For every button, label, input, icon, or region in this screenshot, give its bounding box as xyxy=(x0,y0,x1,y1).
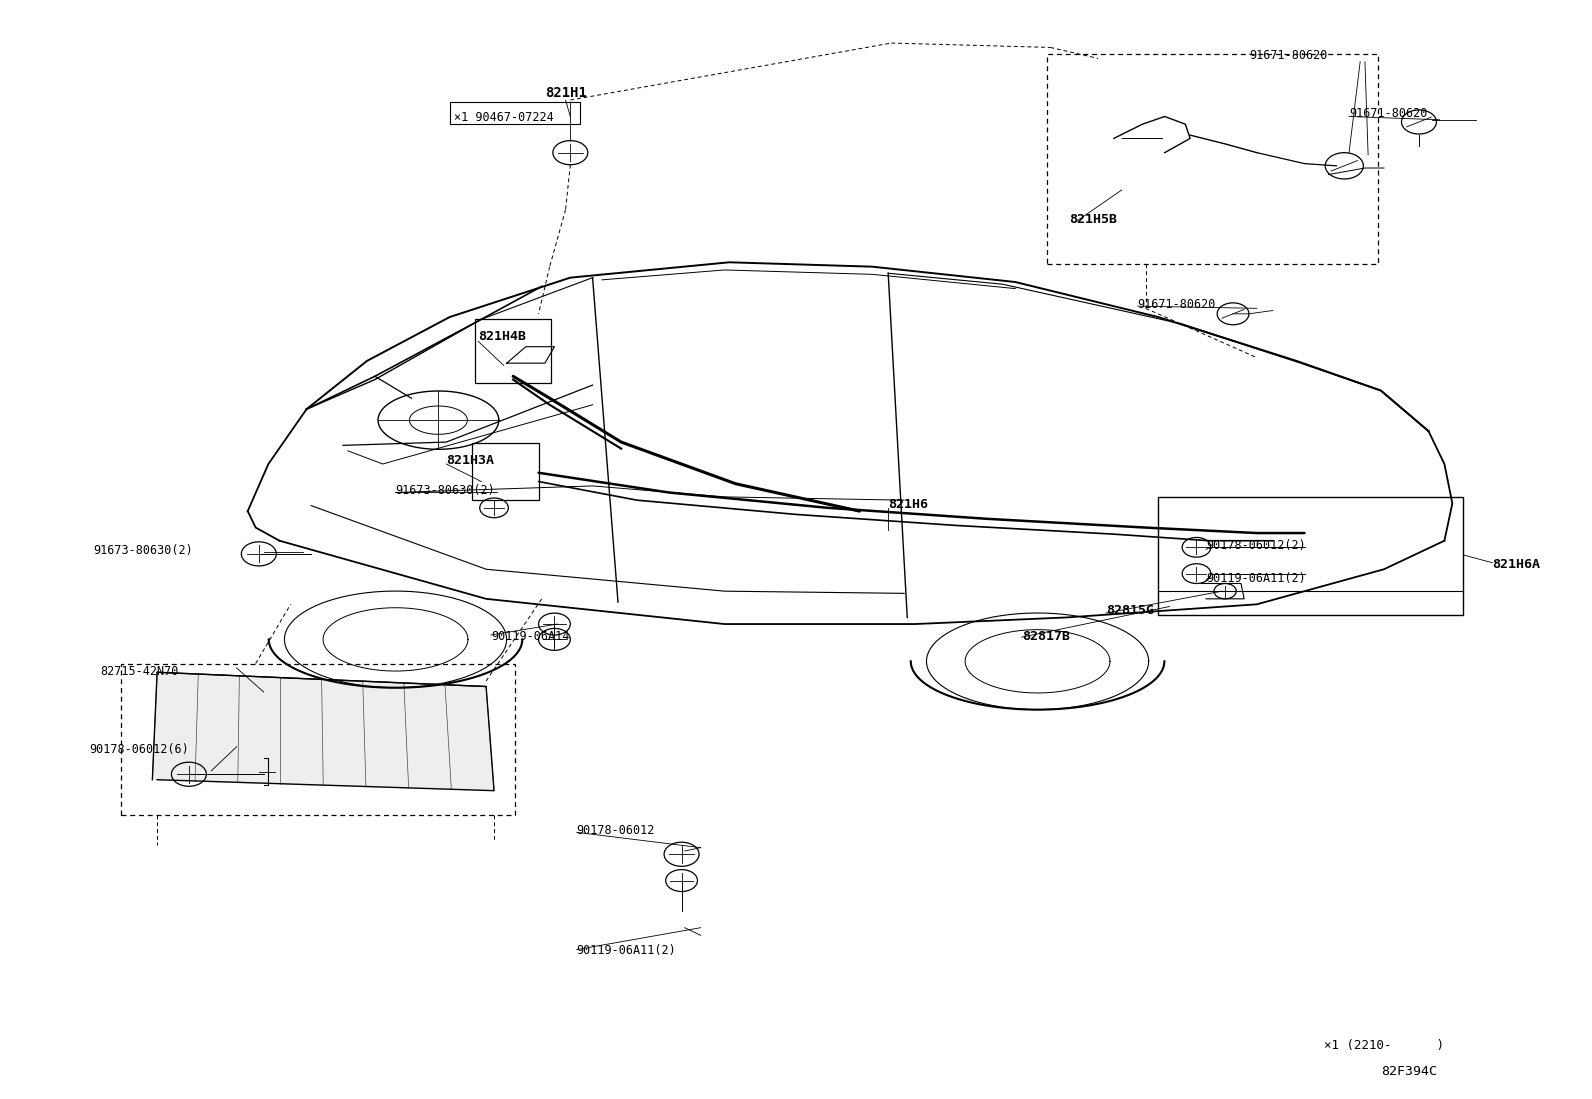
Text: 91673-80630(2): 91673-80630(2) xyxy=(395,484,495,497)
Text: 821H5B: 821H5B xyxy=(1070,213,1118,226)
Text: 91671-80620: 91671-80620 xyxy=(1250,48,1328,62)
Bar xyxy=(449,102,579,124)
Text: 90178-06012: 90178-06012 xyxy=(576,824,654,836)
Text: 90119-06A11(2): 90119-06A11(2) xyxy=(576,944,677,957)
Text: 82F394C: 82F394C xyxy=(1380,1065,1438,1078)
Text: 82815G: 82815G xyxy=(1106,604,1154,618)
Text: ×1 (2210-      ): ×1 (2210- ) xyxy=(1323,1039,1444,1052)
Bar xyxy=(474,320,551,382)
Text: 91673-80630(2): 91673-80630(2) xyxy=(94,544,193,557)
Bar xyxy=(121,664,514,814)
Text: 821H4B: 821H4B xyxy=(478,331,525,343)
Bar xyxy=(471,443,538,500)
Text: 90119-06A11(2): 90119-06A11(2) xyxy=(1207,571,1305,585)
Text: 90119-06A14: 90119-06A14 xyxy=(490,630,570,643)
Bar xyxy=(1048,54,1377,265)
Text: 821H3A: 821H3A xyxy=(446,454,495,467)
Bar xyxy=(1159,497,1463,615)
Text: 82715-42N70: 82715-42N70 xyxy=(100,665,178,678)
Text: 821H1: 821H1 xyxy=(544,86,586,100)
Text: 90178-06012(2): 90178-06012(2) xyxy=(1207,539,1305,552)
Text: 90178-06012(6): 90178-06012(6) xyxy=(89,743,188,756)
Text: 821H6A: 821H6A xyxy=(1492,558,1539,571)
Text: 91671-80620: 91671-80620 xyxy=(1138,298,1216,311)
Text: 91671-80620: 91671-80620 xyxy=(1348,107,1428,120)
Text: 821H6: 821H6 xyxy=(888,498,928,511)
Polygon shape xyxy=(153,673,494,790)
Text: ×1 90467-07224: ×1 90467-07224 xyxy=(454,111,554,124)
Text: 82817B: 82817B xyxy=(1022,630,1070,643)
